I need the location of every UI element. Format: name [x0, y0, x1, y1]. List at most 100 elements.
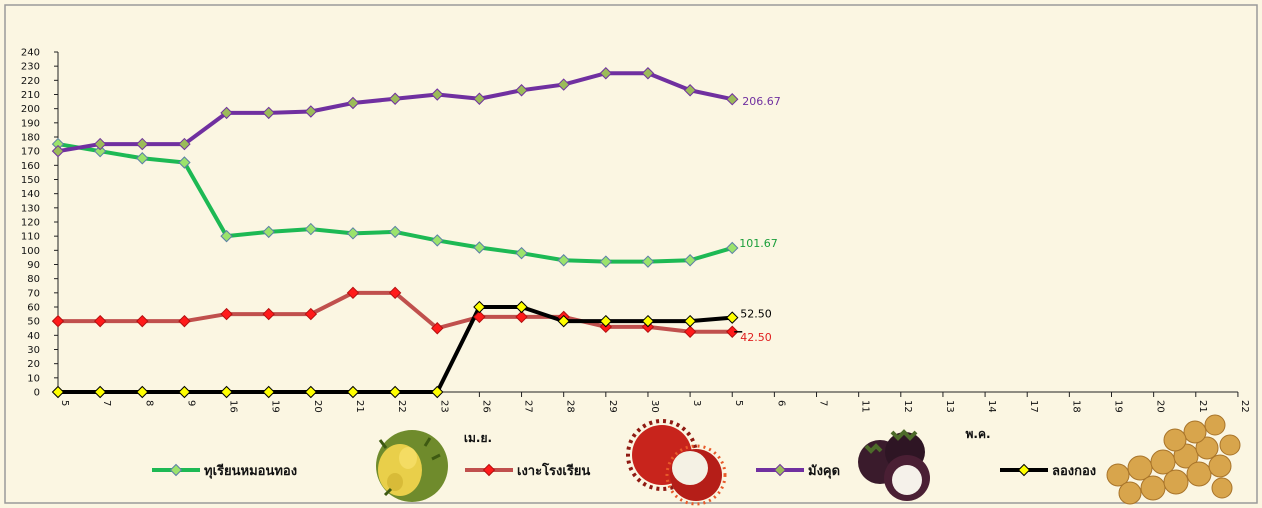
x-tick-label: 27 [523, 400, 534, 413]
legend-label: มังคุด [808, 464, 840, 479]
data-point [346, 227, 360, 240]
y-tick-label: 30 [27, 345, 40, 356]
data-point [388, 92, 402, 105]
x-tick-label: 22 [396, 400, 407, 413]
x-tick-label: 19 [1113, 400, 1124, 413]
x-tick-label: 29 [607, 400, 618, 413]
data-point [346, 96, 360, 110]
y-tick-label: 210 [21, 90, 40, 101]
y-tick-label: 200 [21, 104, 40, 115]
y-tick-label: 120 [21, 217, 40, 228]
data-point [473, 92, 486, 105]
data-point [304, 105, 318, 118]
y-tick-label: 150 [21, 175, 40, 186]
data-point [136, 314, 149, 328]
data-point [473, 310, 486, 324]
data-point [93, 144, 107, 158]
x-tick-label: 5 [733, 400, 744, 406]
x-tick-label: 3 [691, 400, 702, 406]
data-point [262, 385, 275, 399]
data-point [431, 234, 444, 247]
x-tick-label: 30 [649, 400, 660, 413]
data-point [388, 225, 402, 239]
x-tick-label: 8 [143, 400, 154, 406]
mangosteen-image [858, 429, 930, 501]
durian-image [376, 430, 448, 502]
data-point [304, 385, 318, 399]
data-point [683, 84, 697, 97]
data-point [304, 222, 318, 236]
x-tick-label: 18 [1070, 400, 1081, 413]
data-point [557, 78, 570, 91]
month-label-april: เม.ย. [464, 431, 492, 445]
data-point [136, 137, 149, 151]
x-tick-label: 22 [1239, 400, 1250, 413]
x-tick-label: 28 [565, 400, 576, 413]
legend: ทุเรียนหมอนทอง เงาะโรงเรียน มังคุด ลองกอง [152, 462, 1096, 479]
data-point [51, 144, 65, 158]
y-tick-label: 60 [27, 302, 40, 313]
x-tick-label: 9 [185, 400, 196, 406]
y-tick-label: 180 [21, 132, 40, 143]
y-tick-label: 0 [34, 388, 40, 399]
x-tick-label: 17 [1028, 400, 1039, 413]
x-tick-label: 7 [818, 400, 829, 406]
data-point [683, 254, 697, 267]
x-tick-label: 21 [354, 400, 365, 413]
data-point [726, 325, 739, 338]
data-point [346, 286, 360, 300]
y-tick-label: 140 [21, 189, 40, 200]
data-point [473, 300, 486, 314]
data-point [641, 314, 655, 328]
end-value-label: 101.67 [739, 237, 778, 250]
x-tick-label: 20 [312, 400, 323, 413]
end-value-label: 42.50 [740, 331, 772, 344]
legend-marker [773, 463, 787, 477]
rambutan-image [626, 419, 727, 506]
data-point [599, 314, 613, 328]
y-tick-label: 240 [21, 47, 40, 58]
y-tick-label: 220 [21, 76, 40, 87]
data-point [683, 325, 697, 338]
chart-frame [4, 4, 1258, 504]
end-value-label: 206.67 [742, 95, 781, 108]
legend-label: ลองกอง [1052, 464, 1096, 479]
data-point [262, 106, 275, 120]
data-point [515, 84, 528, 97]
data-point [178, 156, 191, 169]
x-tick-label: 16 [228, 400, 239, 413]
data-point [473, 241, 486, 254]
y-tick-label: 10 [27, 373, 40, 384]
data-point [178, 314, 191, 328]
legend-marker [482, 463, 496, 477]
x-tick-label: 6 [775, 400, 786, 406]
x-tick-label: 19 [270, 400, 281, 413]
data-point [557, 254, 570, 267]
data-point [641, 255, 655, 268]
data-point [220, 307, 233, 321]
data-point [431, 385, 444, 399]
data-point [431, 88, 444, 101]
data-point [388, 385, 402, 399]
data-point [726, 241, 739, 255]
x-tick-label: 12 [902, 400, 913, 413]
data-point [262, 307, 275, 321]
y-tick-label: 40 [27, 331, 40, 342]
y-tick-label: 20 [27, 359, 40, 370]
y-tick-label: 190 [21, 118, 40, 129]
y-tick-label: 160 [21, 161, 40, 172]
longkong-image [1106, 414, 1241, 505]
data-point [599, 67, 613, 80]
x-tick-label: 23 [438, 400, 449, 413]
data-point [51, 314, 65, 328]
y-tick-label: 110 [21, 232, 40, 243]
data-point [388, 286, 402, 300]
x-tick-label: 21 [1197, 400, 1208, 413]
x-tick-label: 20 [1155, 400, 1166, 413]
data-point [93, 385, 107, 399]
x-tick-label: 5 [59, 400, 70, 406]
data-point [726, 311, 739, 324]
data-point [220, 385, 233, 399]
y-tick-label: 100 [21, 246, 40, 257]
